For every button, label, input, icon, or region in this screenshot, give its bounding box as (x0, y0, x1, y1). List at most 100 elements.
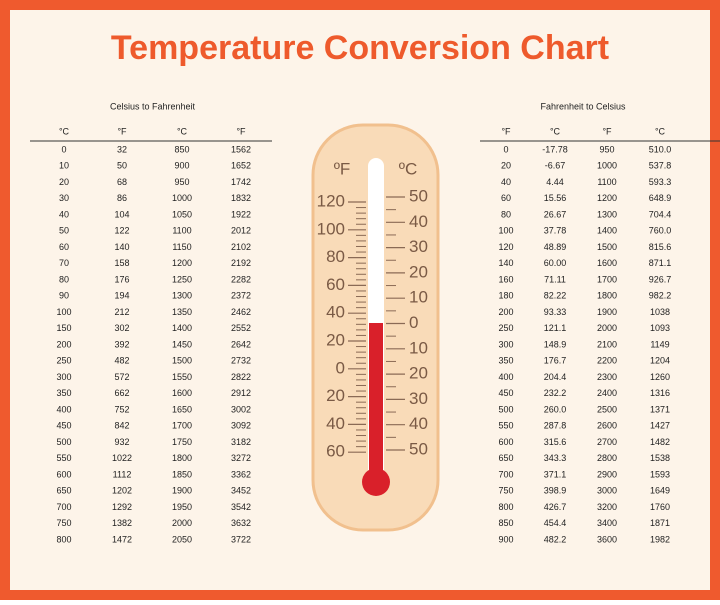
table-cell: 398.9 (544, 486, 567, 496)
table-cell: 1482 (650, 437, 670, 447)
table-cell: 350 (56, 388, 71, 398)
table-cell: 1900 (172, 486, 192, 496)
table-cell: 93.33 (544, 307, 567, 317)
table-cell: 1500 (172, 356, 192, 366)
mercury (369, 323, 383, 473)
table-cell: 1427 (650, 421, 670, 431)
table-cell: 1050 (172, 209, 192, 219)
table-cell: 2192 (231, 258, 251, 268)
table-cell: 1760 (650, 502, 670, 512)
table-cell: 1832 (231, 193, 251, 203)
table-cell: 550 (498, 421, 513, 431)
table-cell: 32 (117, 144, 127, 154)
table-cell: 1922 (231, 209, 251, 219)
table-cell: 1850 (172, 469, 192, 479)
table-cell: 2822 (231, 372, 251, 382)
table-cell: 3600 (597, 534, 617, 544)
celsius-label: 40 (409, 414, 428, 433)
table-cell: 1450 (172, 339, 192, 349)
fahrenheit-label: 120 (317, 191, 345, 210)
table-cell: 90 (59, 291, 69, 301)
table-cell: 2000 (597, 323, 617, 333)
table-cell: 82.22 (544, 291, 567, 301)
table-cell: 1300 (597, 209, 617, 219)
table-cell: 104 (114, 209, 129, 219)
table-cell: 160 (498, 274, 513, 284)
celsius-label: 50 (409, 439, 428, 458)
table-cell: 302 (114, 323, 129, 333)
table-cell: 20 (501, 161, 511, 171)
table-cell: 704.4 (649, 209, 672, 219)
table-cell: 926.7 (649, 274, 672, 284)
table-cell: 100 (498, 226, 513, 236)
celsius-label: 0 (409, 313, 418, 332)
table-cell: 60 (501, 193, 511, 203)
table-cell: 2100 (597, 339, 617, 349)
fahrenheit-label: 60 (326, 442, 345, 461)
table-cell: 100 (56, 307, 71, 317)
table-cell: 200 (56, 339, 71, 349)
table-cell: 1800 (172, 453, 192, 463)
table-cell: 450 (498, 388, 513, 398)
table-cell: 70 (59, 258, 69, 268)
fahrenheit-label: 80 (326, 247, 345, 266)
table-cell: 371.1 (544, 469, 567, 479)
table-cell: 194 (114, 291, 129, 301)
table-cell: 71.11 (544, 274, 566, 284)
table-cell: 1871 (650, 518, 670, 528)
table-cell: 750 (56, 518, 71, 528)
column-header: °C (177, 126, 188, 136)
table-cell: 1371 (650, 404, 670, 414)
celsius-label: 30 (409, 237, 428, 256)
table-cell: 50 (59, 226, 69, 236)
column-header: °C (59, 126, 70, 136)
table-cell: 86 (117, 193, 127, 203)
celsius-label: 40 (409, 212, 428, 231)
table-cell: 1400 (172, 323, 192, 333)
table-cell: 15.56 (544, 193, 567, 203)
table-cell: 1000 (172, 193, 192, 203)
table-cell: 48.89 (544, 242, 567, 252)
table-cell: -6.67 (545, 161, 566, 171)
table-cell: 1300 (172, 291, 192, 301)
fahrenheit-label: 60 (326, 275, 345, 294)
table-cell: 60.00 (544, 258, 567, 268)
table-cell: 600 (56, 469, 71, 479)
table-cell: 1100 (597, 177, 616, 187)
table-cell: 3452 (231, 486, 251, 496)
table-cell: 37.78 (544, 226, 567, 236)
table-cell: 1112 (113, 469, 132, 479)
table-cell: 900 (498, 534, 513, 544)
table-cell: 315.6 (544, 437, 567, 447)
celsius-label: 20 (409, 364, 428, 383)
table-cell: 2500 (597, 404, 617, 414)
table-cell: 3200 (597, 502, 617, 512)
table-cell: 482 (114, 356, 129, 366)
table-cell: 3632 (231, 518, 251, 528)
table-cell: 204.4 (544, 372, 567, 382)
table-cell: 1982 (650, 534, 670, 544)
table-cell: 1650 (172, 404, 192, 414)
table-cell: 40 (501, 177, 511, 187)
fahrenheit-label: 100 (317, 219, 345, 238)
table-cell: 3182 (231, 437, 251, 447)
table-cell: 1649 (650, 486, 670, 496)
table-cell: 1950 (172, 502, 192, 512)
table-cell: 600 (498, 437, 513, 447)
table-cell: 1550 (172, 372, 192, 382)
table-cell: 140 (114, 242, 129, 252)
table-cell: 2000 (172, 518, 192, 528)
table-cell: 1202 (112, 486, 132, 496)
table-cell: 550 (56, 453, 71, 463)
table-cell: 2800 (597, 453, 617, 463)
table-cell: 2552 (231, 323, 251, 333)
table-cell: 482.2 (544, 534, 567, 544)
table-cell: 1316 (650, 388, 670, 398)
table-cell: 850 (498, 518, 513, 528)
table-cell: 1204 (650, 356, 670, 366)
table-cell: 1750 (172, 437, 192, 447)
table-cell: 3542 (231, 502, 251, 512)
table-cell: 150 (56, 323, 71, 333)
table-cell: 871.1 (649, 258, 672, 268)
table-cell: 1800 (597, 291, 617, 301)
